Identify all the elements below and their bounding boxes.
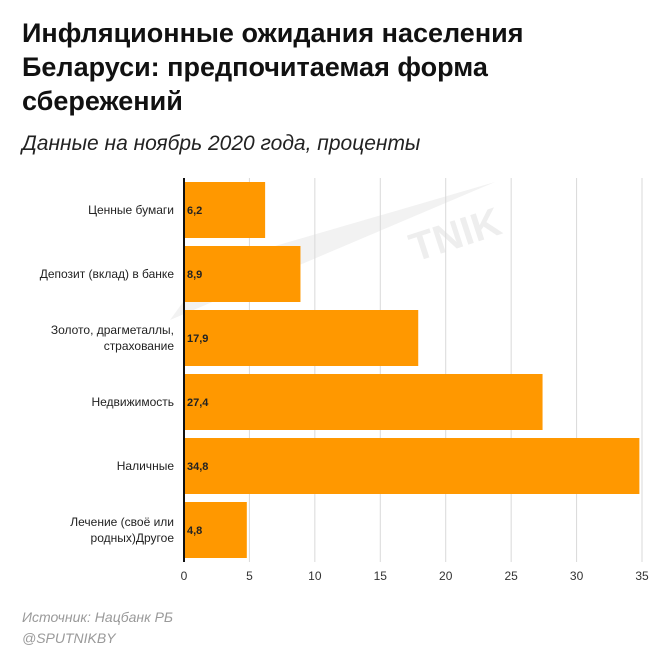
source-note: Источник: Нацбанк РБ xyxy=(22,609,174,625)
x-tick-label-20: 20 xyxy=(439,569,453,583)
x-tick-label-30: 30 xyxy=(570,569,584,583)
x-tick-labels: 0 5 10 15 20 25 30 35 xyxy=(181,569,649,583)
value-label-3: 27,4 xyxy=(187,397,209,409)
chart-subtitle: Данные на ноябрь 2020 года, проценты xyxy=(22,132,421,155)
category-labels: Ценные бумаги Депозит (вклад) в банке Золо… xyxy=(40,203,175,545)
bar-5 xyxy=(184,502,247,558)
value-label-2: 17,9 xyxy=(187,333,208,345)
x-tick-label-10: 10 xyxy=(308,569,322,583)
bar-2 xyxy=(184,310,419,366)
value-label-4: 34,8 xyxy=(187,461,208,473)
chart-title: Инфляционные ожидания населения Беларуси… xyxy=(22,18,524,116)
x-tick-label-35: 35 xyxy=(635,569,649,583)
x-tick-label-0: 0 xyxy=(181,569,188,583)
category-label-1: Депозит (вклад) в банке xyxy=(40,267,175,281)
x-tick-label-15: 15 xyxy=(374,569,388,583)
bar-1 xyxy=(184,246,301,302)
category-label-0: Ценные бумаги xyxy=(88,203,174,217)
category-label-4: Наличные xyxy=(117,459,175,473)
bar-3 xyxy=(184,374,543,430)
value-label-1: 8,9 xyxy=(187,269,202,281)
x-tick-label-5: 5 xyxy=(246,569,253,583)
value-label-0: 6,2 xyxy=(187,205,202,217)
x-tick-label-25: 25 xyxy=(504,569,518,583)
bars: 6,2 8,9 17,9 27,4 34,8 4,8 xyxy=(184,182,640,558)
grid-lines xyxy=(248,178,643,562)
category-label-5: Лечение (своё или родных)Другое xyxy=(70,515,174,545)
social-handle: @SPUTNIKBY xyxy=(22,630,116,646)
bar-0 xyxy=(184,182,266,238)
bar-4 xyxy=(184,438,640,494)
value-label-5: 4,8 xyxy=(187,525,202,537)
category-label-2: Золото, драгметаллы, страхование xyxy=(51,323,174,353)
category-label-3: Недвижимость xyxy=(91,395,174,409)
